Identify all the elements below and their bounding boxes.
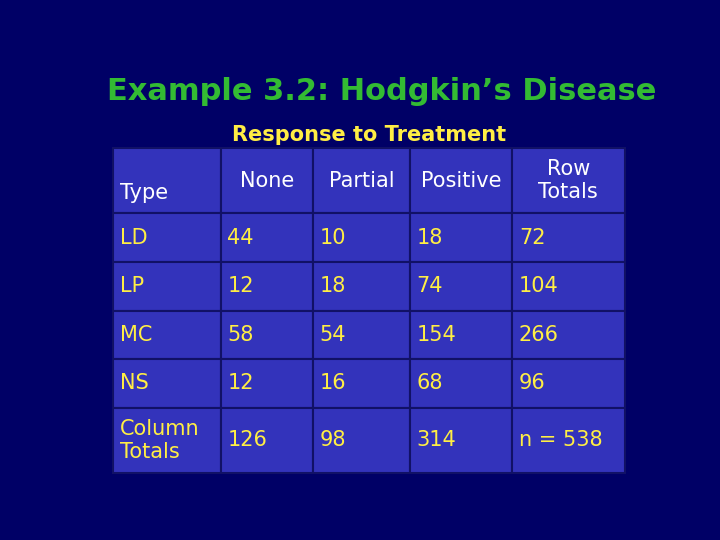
Text: 44: 44 xyxy=(228,228,254,248)
Bar xyxy=(312,359,410,408)
Bar xyxy=(410,408,512,473)
Bar xyxy=(114,408,221,473)
Text: 96: 96 xyxy=(519,373,546,393)
Bar xyxy=(410,359,512,408)
Text: MC: MC xyxy=(120,325,153,345)
Text: 68: 68 xyxy=(417,373,443,393)
Text: 18: 18 xyxy=(417,228,443,248)
Text: LP: LP xyxy=(120,276,144,296)
Text: 12: 12 xyxy=(228,373,254,393)
Bar xyxy=(312,408,410,473)
Bar xyxy=(410,213,512,262)
Bar xyxy=(221,408,312,473)
Bar xyxy=(221,213,312,262)
Bar xyxy=(410,262,512,310)
Text: LD: LD xyxy=(120,228,148,248)
Bar xyxy=(221,262,312,310)
Text: NS: NS xyxy=(120,373,149,393)
Text: None: None xyxy=(240,171,294,191)
Text: 266: 266 xyxy=(519,325,559,345)
Bar xyxy=(512,359,624,408)
Text: Type: Type xyxy=(120,183,168,203)
Bar xyxy=(221,359,312,408)
Bar xyxy=(221,148,312,213)
Bar xyxy=(312,262,410,310)
Text: Positive: Positive xyxy=(420,171,501,191)
Bar xyxy=(410,310,512,359)
Text: 10: 10 xyxy=(320,228,346,248)
Text: 314: 314 xyxy=(417,430,456,450)
Bar xyxy=(114,262,221,310)
Bar xyxy=(312,310,410,359)
Text: n = 538: n = 538 xyxy=(519,430,603,450)
Bar xyxy=(512,310,624,359)
Bar xyxy=(114,148,221,213)
Bar xyxy=(410,148,512,213)
Text: 154: 154 xyxy=(417,325,456,345)
Text: Partial: Partial xyxy=(328,171,394,191)
Bar xyxy=(221,310,312,359)
Text: 58: 58 xyxy=(228,325,254,345)
Text: 18: 18 xyxy=(320,276,346,296)
Bar xyxy=(312,148,410,213)
Bar xyxy=(114,213,221,262)
Text: 12: 12 xyxy=(228,276,254,296)
Bar xyxy=(114,359,221,408)
Text: 98: 98 xyxy=(320,430,346,450)
Text: 16: 16 xyxy=(320,373,346,393)
Bar xyxy=(512,262,624,310)
Text: Row
Totals: Row Totals xyxy=(539,159,598,202)
Bar xyxy=(312,213,410,262)
Text: 126: 126 xyxy=(228,430,267,450)
Bar xyxy=(114,310,221,359)
Text: 72: 72 xyxy=(519,228,545,248)
Text: 104: 104 xyxy=(519,276,559,296)
Bar xyxy=(512,408,624,473)
Text: Column
Totals: Column Totals xyxy=(120,418,199,462)
Text: Response to Treatment: Response to Treatment xyxy=(232,125,506,145)
Bar xyxy=(512,213,624,262)
Text: 74: 74 xyxy=(417,276,443,296)
Bar xyxy=(512,148,624,213)
Text: 54: 54 xyxy=(320,325,346,345)
Text: Example 3.2: Hodgkin’s Disease: Example 3.2: Hodgkin’s Disease xyxy=(107,77,656,106)
